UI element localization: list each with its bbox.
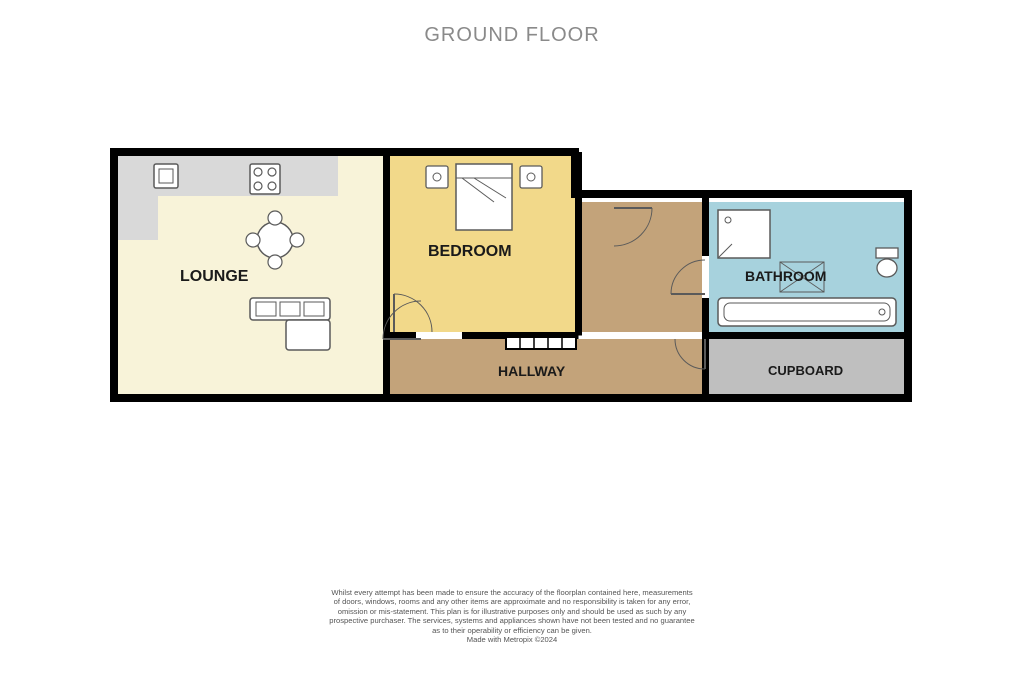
room-label-cupboard: CUPBOARD <box>768 363 843 378</box>
disclaimer-text: Whilst every attempt has been made to en… <box>0 588 1024 645</box>
room-label-hallway: HALLWAY <box>498 363 565 379</box>
floor-title: GROUND FLOOR <box>0 24 1024 47</box>
room-label-lounge: LOUNGE <box>180 268 248 286</box>
room-label-bedroom: BEDROOM <box>428 243 512 261</box>
room-label-bathroom: BATHROOM <box>745 268 826 284</box>
